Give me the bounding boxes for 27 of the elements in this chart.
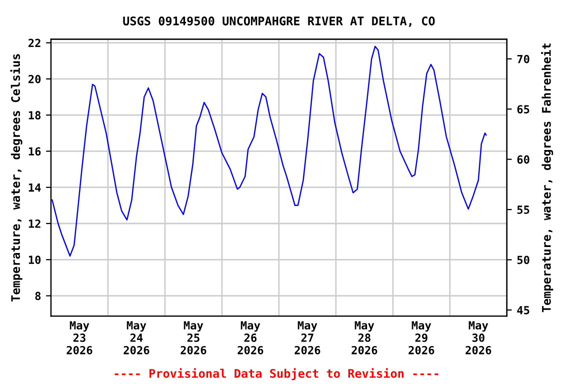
x-tick-label: May 24 2026	[124, 321, 150, 354]
y-tick-label: 20	[28, 74, 41, 84]
y-axis-title: Temperature, water, degrees Celsius	[10, 54, 22, 302]
text: ---- Provisional Data Subject to Revision ----	[114, 368, 438, 380]
x-tick-label: May 29 2026	[408, 321, 434, 354]
x-tick-label: May 26 2026	[238, 321, 264, 354]
y2-tick-label: 60	[517, 155, 530, 164]
y-tick-label: 10	[28, 256, 41, 264]
x-tick-label: May 25 2026	[180, 321, 206, 354]
y2-axis-title: Temperature, water, degrees Fahrenheit	[541, 43, 554, 312]
chart-title: USGS 09149500 UNCOMPAHGRE RIVER AT DELTA, CO	[123, 16, 435, 27]
x-tick-label: May 23 2026	[66, 321, 92, 354]
y-tick-label: 8	[35, 292, 41, 300]
y-tick-label: 18	[28, 111, 41, 120]
x-tick-label: May 30 2026	[466, 321, 492, 354]
y-tick-label: 22	[28, 38, 40, 48]
y2-tick-label: 50	[517, 256, 530, 264]
y-tick-label: 12	[28, 219, 40, 228]
y2-tick-label: 70	[517, 54, 530, 64]
line-series	[52, 46, 487, 257]
y2-tick-label: 65	[517, 105, 530, 114]
y2-tick-label: 55	[517, 206, 530, 214]
x-tick-label: May 28 2026	[352, 321, 378, 354]
y-tick-label: 14	[28, 183, 41, 192]
x-tick-label: May 27 2026	[294, 321, 320, 354]
y2-tick-label: 45	[517, 306, 530, 314]
y-tick-label: 16	[28, 147, 41, 156]
